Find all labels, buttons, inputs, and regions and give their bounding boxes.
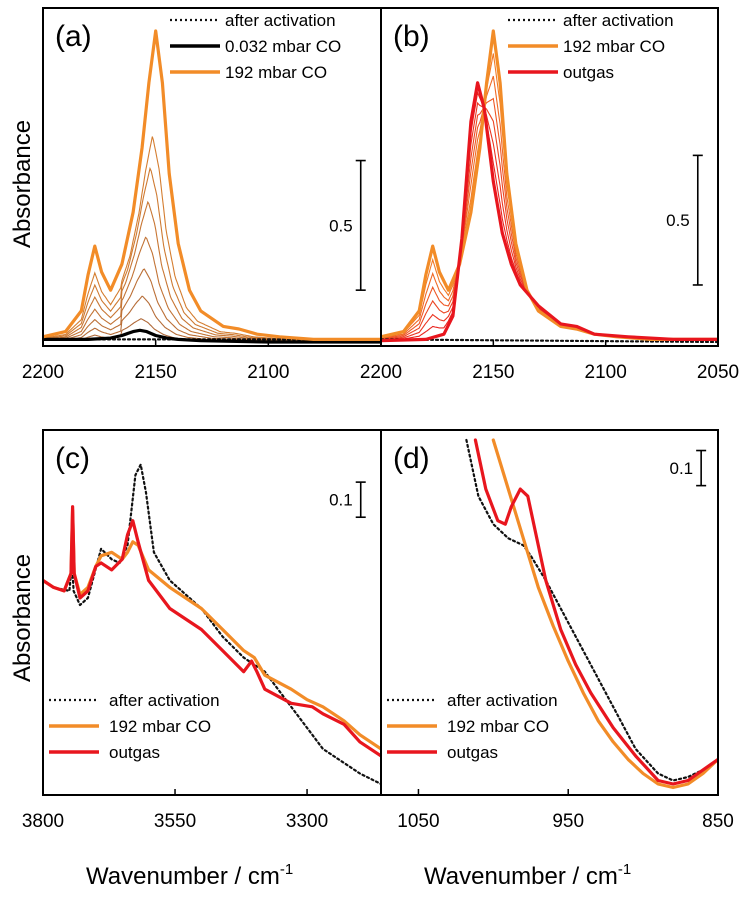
- panel-label-c: (c): [55, 442, 90, 475]
- series-b-outgas: [381, 81, 718, 343]
- x-axis-title-left-text: Wavenumber / cm: [86, 863, 280, 890]
- intermediate-curve-a-7: [43, 136, 381, 341]
- x-axis-title-left-sup: -1: [280, 861, 293, 878]
- x-axis-title-left: Wavenumber / cm-1: [86, 861, 293, 890]
- legend-label-c-after-activation: after activation: [109, 691, 220, 710]
- panel-a: 2200 2150 2100 0.5 (a) after activation 0.032 …: [22, 7, 382, 383]
- panel-label-b: (b): [393, 20, 430, 53]
- x-axis-title-right: Wavenumber / cm-1: [424, 861, 631, 890]
- panel-label-a: (a): [55, 20, 92, 53]
- panel-c: 3800 3550 3300 0.1 (c) after activation 192 mb…: [22, 429, 382, 832]
- legend-label-b-outgas: outgas: [563, 63, 614, 82]
- frame-c: [42, 429, 382, 796]
- desorption-curve-b-2: [381, 75, 718, 340]
- series-a-0-032-mbar-co: [43, 328, 381, 344]
- desorption-curve-b-1: [381, 53, 718, 340]
- series-b-after-activation: [381, 338, 718, 344]
- panel-label-d: (d): [393, 442, 430, 475]
- panel-b: 2200 2150 2100 2050 0.5 (b) after activation 19…: [360, 7, 739, 383]
- legend-label-d-192-mbar-co: 192 mbar CO: [447, 717, 549, 736]
- legend-label-c-192-mbar-co: 192 mbar CO: [109, 717, 211, 736]
- scale-bar-label-c: 0.1: [329, 491, 353, 510]
- scale-bar-label-a: 0.5: [329, 216, 353, 235]
- plot-area-a: [43, 29, 381, 344]
- legend-label-a-192-mbar-co: 192 mbar CO: [225, 63, 327, 82]
- legend-label-a-after-activation: after activation: [225, 11, 336, 30]
- series-d-outgas: [473, 438, 718, 786]
- series-d-192-mbar-co: [491, 438, 718, 790]
- legend-label-b-192-mbar-co: 192 mbar CO: [563, 37, 665, 56]
- series-c-after-activation: [43, 463, 381, 786]
- legend-label-d-outgas: outgas: [447, 743, 498, 762]
- scale-bar-label-d: 0.1: [670, 459, 694, 478]
- series-c-192-mbar-co: [43, 508, 381, 751]
- x-tick-label-c-3550: 3550: [154, 811, 196, 832]
- legend-label-d-after-activation: after activation: [447, 691, 558, 710]
- x-tick-label-d-850: 850: [702, 811, 734, 832]
- x-tick-label-b-2200: 2200: [360, 362, 402, 383]
- plot-area-d: [465, 438, 718, 790]
- x-tick-label-b-2050: 2050: [697, 362, 739, 383]
- x-tick-label-a-2200: 2200: [22, 362, 64, 383]
- x-axis-title-right-sup: -1: [618, 861, 631, 878]
- x-tick-label-d-950: 950: [552, 811, 584, 832]
- frame-a: [42, 7, 382, 347]
- scale-bar-label-b: 0.5: [666, 211, 690, 230]
- y-axis-title-top: Absorbance: [9, 120, 36, 248]
- series-b-192-mbar-co: [381, 29, 718, 341]
- x-tick-label-c-3300: 3300: [286, 811, 328, 832]
- x-tick-label-a-2100: 2100: [247, 362, 289, 383]
- y-axis-title-bottom: Absorbance: [9, 554, 36, 682]
- series-c-outgas: [43, 505, 381, 758]
- x-tick-label-b-2150: 2150: [472, 362, 514, 383]
- panel-d: 1050 950 850 0.1 (d) after activation 192 mbar…: [380, 429, 734, 832]
- x-tick-label-a-2150: 2150: [135, 362, 177, 383]
- series-d-after-activation: [465, 438, 718, 782]
- x-axis-title-right-text: Wavenumber / cm: [424, 863, 618, 890]
- series-a-192-mbar-co: [43, 29, 381, 341]
- frame-d: [380, 429, 719, 796]
- x-tick-label-c-3800: 3800: [22, 811, 64, 832]
- plot-area-c: [43, 463, 381, 786]
- x-tick-label-d-1050: 1050: [397, 811, 439, 832]
- legend-label-b-after-activation: after activation: [563, 11, 674, 30]
- plot-area-b: [381, 29, 718, 344]
- x-tick-label-b-2100: 2100: [585, 362, 627, 383]
- legend-label-c-outgas: outgas: [109, 743, 160, 762]
- legend-label-a-0-032-mbar-co: 0.032 mbar CO: [225, 37, 341, 56]
- frame-b: [380, 7, 719, 347]
